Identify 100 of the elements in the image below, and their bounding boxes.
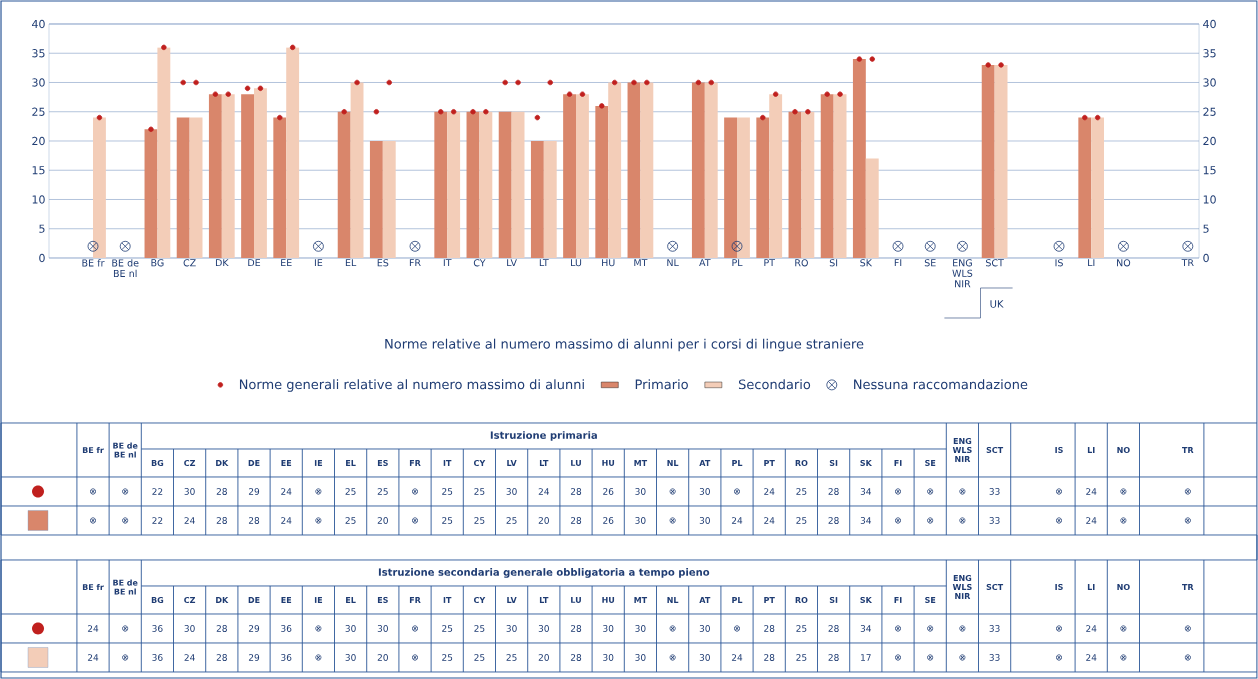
text: ⊗ [669,517,676,524]
bar [865,158,879,258]
data-label: 28 [828,517,839,524]
text: ⊗ [412,488,418,495]
data-label: 30 [699,488,710,495]
text: ⊗ [90,488,96,495]
data-label: 25 [377,488,388,495]
data-label: 17 [861,654,871,661]
text: ⊗ [90,517,96,524]
bar [769,94,783,258]
data-label: 30 [699,625,710,632]
text: ⊗ [895,625,901,632]
y-tick-label: 30 [32,78,45,87]
text: ⊗ [895,488,901,495]
text: ⊗ [1120,517,1127,524]
text: ⊗ [669,625,676,632]
bar [208,94,222,258]
bar [801,111,815,258]
category-label: AT [699,597,711,603]
data-label: 25 [796,654,807,661]
category-label: ES [377,596,388,604]
data-label: 24 [731,517,743,524]
legend-label: Primario [635,379,688,390]
text: ⊗ [1056,488,1062,495]
category-label: NL [667,597,679,603]
text: ⊗ [1056,625,1062,632]
data-label: 33 [989,517,1000,524]
text: ⊗ [122,488,129,495]
category-label: LI [1087,447,1095,453]
data-label: 30 [184,625,195,632]
bar [221,94,235,258]
x-tick-label: FR [409,259,421,267]
data-label: 30 [377,625,388,632]
data-label: 24 [184,517,195,524]
data-label: 28 [570,488,582,495]
x-tick-label: IE [314,259,323,267]
category-label: LT [539,597,549,603]
x-tick-label: BE de BE nl [112,259,139,277]
data-label: 28 [216,517,227,524]
x-tick-label: SE [924,259,936,267]
data-label: 30 [635,625,646,632]
category-label: HU [602,597,615,603]
category-label: RO [795,459,808,467]
legend-label: Nessuna raccomandazione [854,379,1028,390]
bar [1078,117,1092,258]
category-label: ENG WLS NIR [952,438,972,462]
x-tick-label: SI [829,259,838,267]
category-label: SI [829,596,838,604]
data-label: 20 [538,654,549,661]
data-label: 33 [989,654,1000,661]
bar [254,88,267,258]
bar [176,117,190,258]
data-label: 20 [538,517,549,524]
category-label: LT [539,460,549,466]
bar [852,59,866,258]
data-label: 30 [184,488,195,495]
category-label: TR [1182,447,1194,453]
bar [981,64,995,258]
data-label: 25 [796,488,807,495]
data-label: 28 [764,654,775,661]
text: ⊗ [927,654,934,661]
x-tick-label: DK [215,259,229,267]
text: ⊗ [1056,517,1062,524]
data-label: 29 [248,654,260,661]
category-label: IS [1055,583,1063,591]
bar [337,111,351,258]
category-label: DK [216,460,229,466]
x-tick-label: HU [602,259,615,267]
data-label: 24 [731,654,743,661]
bar [576,94,589,258]
category-label: FR [409,460,421,466]
data-label: 25 [442,517,453,524]
text: ⊗ [412,517,418,524]
data-label: 30 [603,625,614,632]
text: ⊗ [927,625,934,632]
data-label: 36 [152,625,163,632]
category-label: FI [894,597,902,603]
y-tick-label: 10 [32,195,45,204]
data-label: 24 [1086,488,1097,495]
bar [595,105,609,258]
x-tick-label: DE [248,259,261,267]
data-label: 25 [796,625,807,632]
category-label: HU [602,460,615,466]
category-label: ES [377,459,388,467]
data-label: 30 [538,625,549,632]
bar [189,117,203,258]
bar [627,82,641,258]
data-label: 28 [828,488,839,495]
x-tick-label: BE fr [82,259,105,267]
data-label: 25 [506,517,517,524]
bar [1091,117,1105,258]
data-label: 36 [281,625,292,632]
text: ⊗ [959,625,966,632]
data-label: 24 [1086,654,1097,661]
y-tick-label: 40 [32,19,45,29]
data-label: 30 [506,625,517,632]
y2-tick-label: 25 [1203,107,1216,116]
category-label: PT [764,460,775,466]
category-label: BG [151,596,164,604]
category-label: SK [860,596,873,604]
